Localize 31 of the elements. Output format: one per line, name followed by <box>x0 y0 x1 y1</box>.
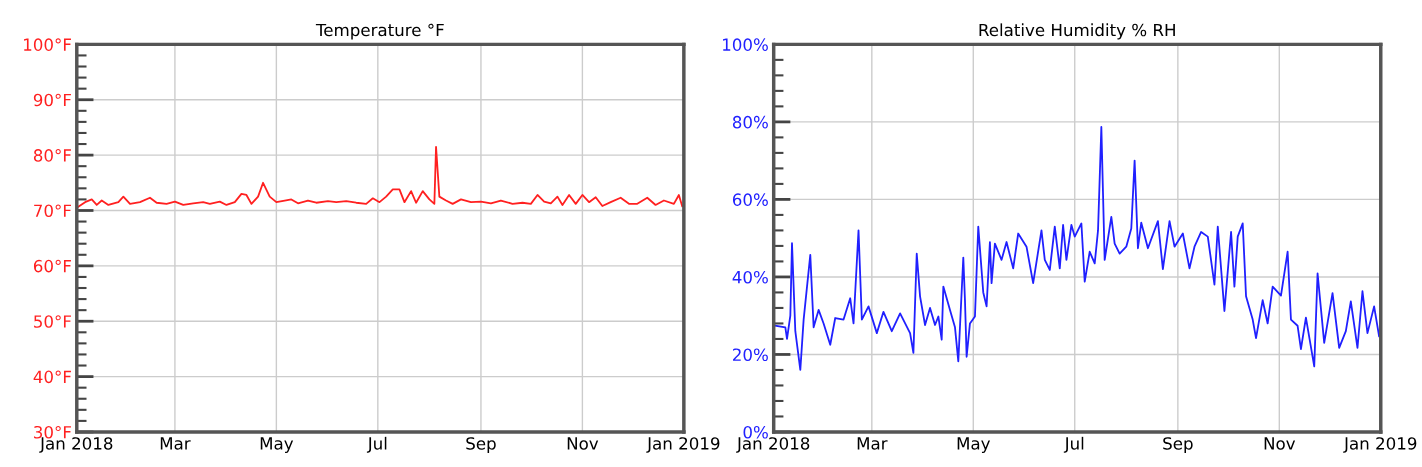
y-tick-label: 0% <box>743 425 768 439</box>
x-tick-label: Jul <box>366 436 387 453</box>
x-tick-label: Jan 2019 <box>1343 437 1417 453</box>
x-tick-label: May <box>957 437 991 453</box>
y-tick-label: 70°F <box>34 204 71 218</box>
x-tick-label: Mar <box>160 437 191 450</box>
x-tick-label: Jan 2018 <box>39 437 113 453</box>
y-tick-label: 40% <box>732 270 768 284</box>
x-tick-label: Jan 2019 <box>646 437 720 453</box>
y-tick-label: 80% <box>732 115 768 129</box>
x-tick-label: Jul <box>1063 436 1084 453</box>
line-series <box>76 145 684 209</box>
x-tick-label: Nov <box>1264 437 1296 450</box>
y-tick-label: 90°F <box>33 93 71 107</box>
y-tick-label: 60°F <box>33 259 71 273</box>
y-tick-label: 30°F <box>34 425 71 439</box>
y-tick-label: 100% <box>723 38 768 51</box>
y-tick-label: 20% <box>733 348 768 362</box>
x-tick-label: Sep <box>466 437 496 453</box>
x-tick-label: May <box>260 437 294 453</box>
y-tick-label: 40°F <box>33 370 71 384</box>
x-tick-label: Mar <box>857 437 888 450</box>
chart-title: Temperature °F <box>315 23 444 40</box>
y-tick-label: 80°F <box>33 149 71 162</box>
y-tick-label: 60% <box>732 193 768 206</box>
chart-title: Relative Humidity % RH <box>979 23 1175 40</box>
x-tick-label: Nov <box>567 437 599 450</box>
x-tick-label: Sep <box>1163 437 1193 453</box>
y-tick-label: 50°F <box>34 315 71 328</box>
line-series <box>773 126 1381 371</box>
y-tick-label: 100°F <box>24 38 71 51</box>
